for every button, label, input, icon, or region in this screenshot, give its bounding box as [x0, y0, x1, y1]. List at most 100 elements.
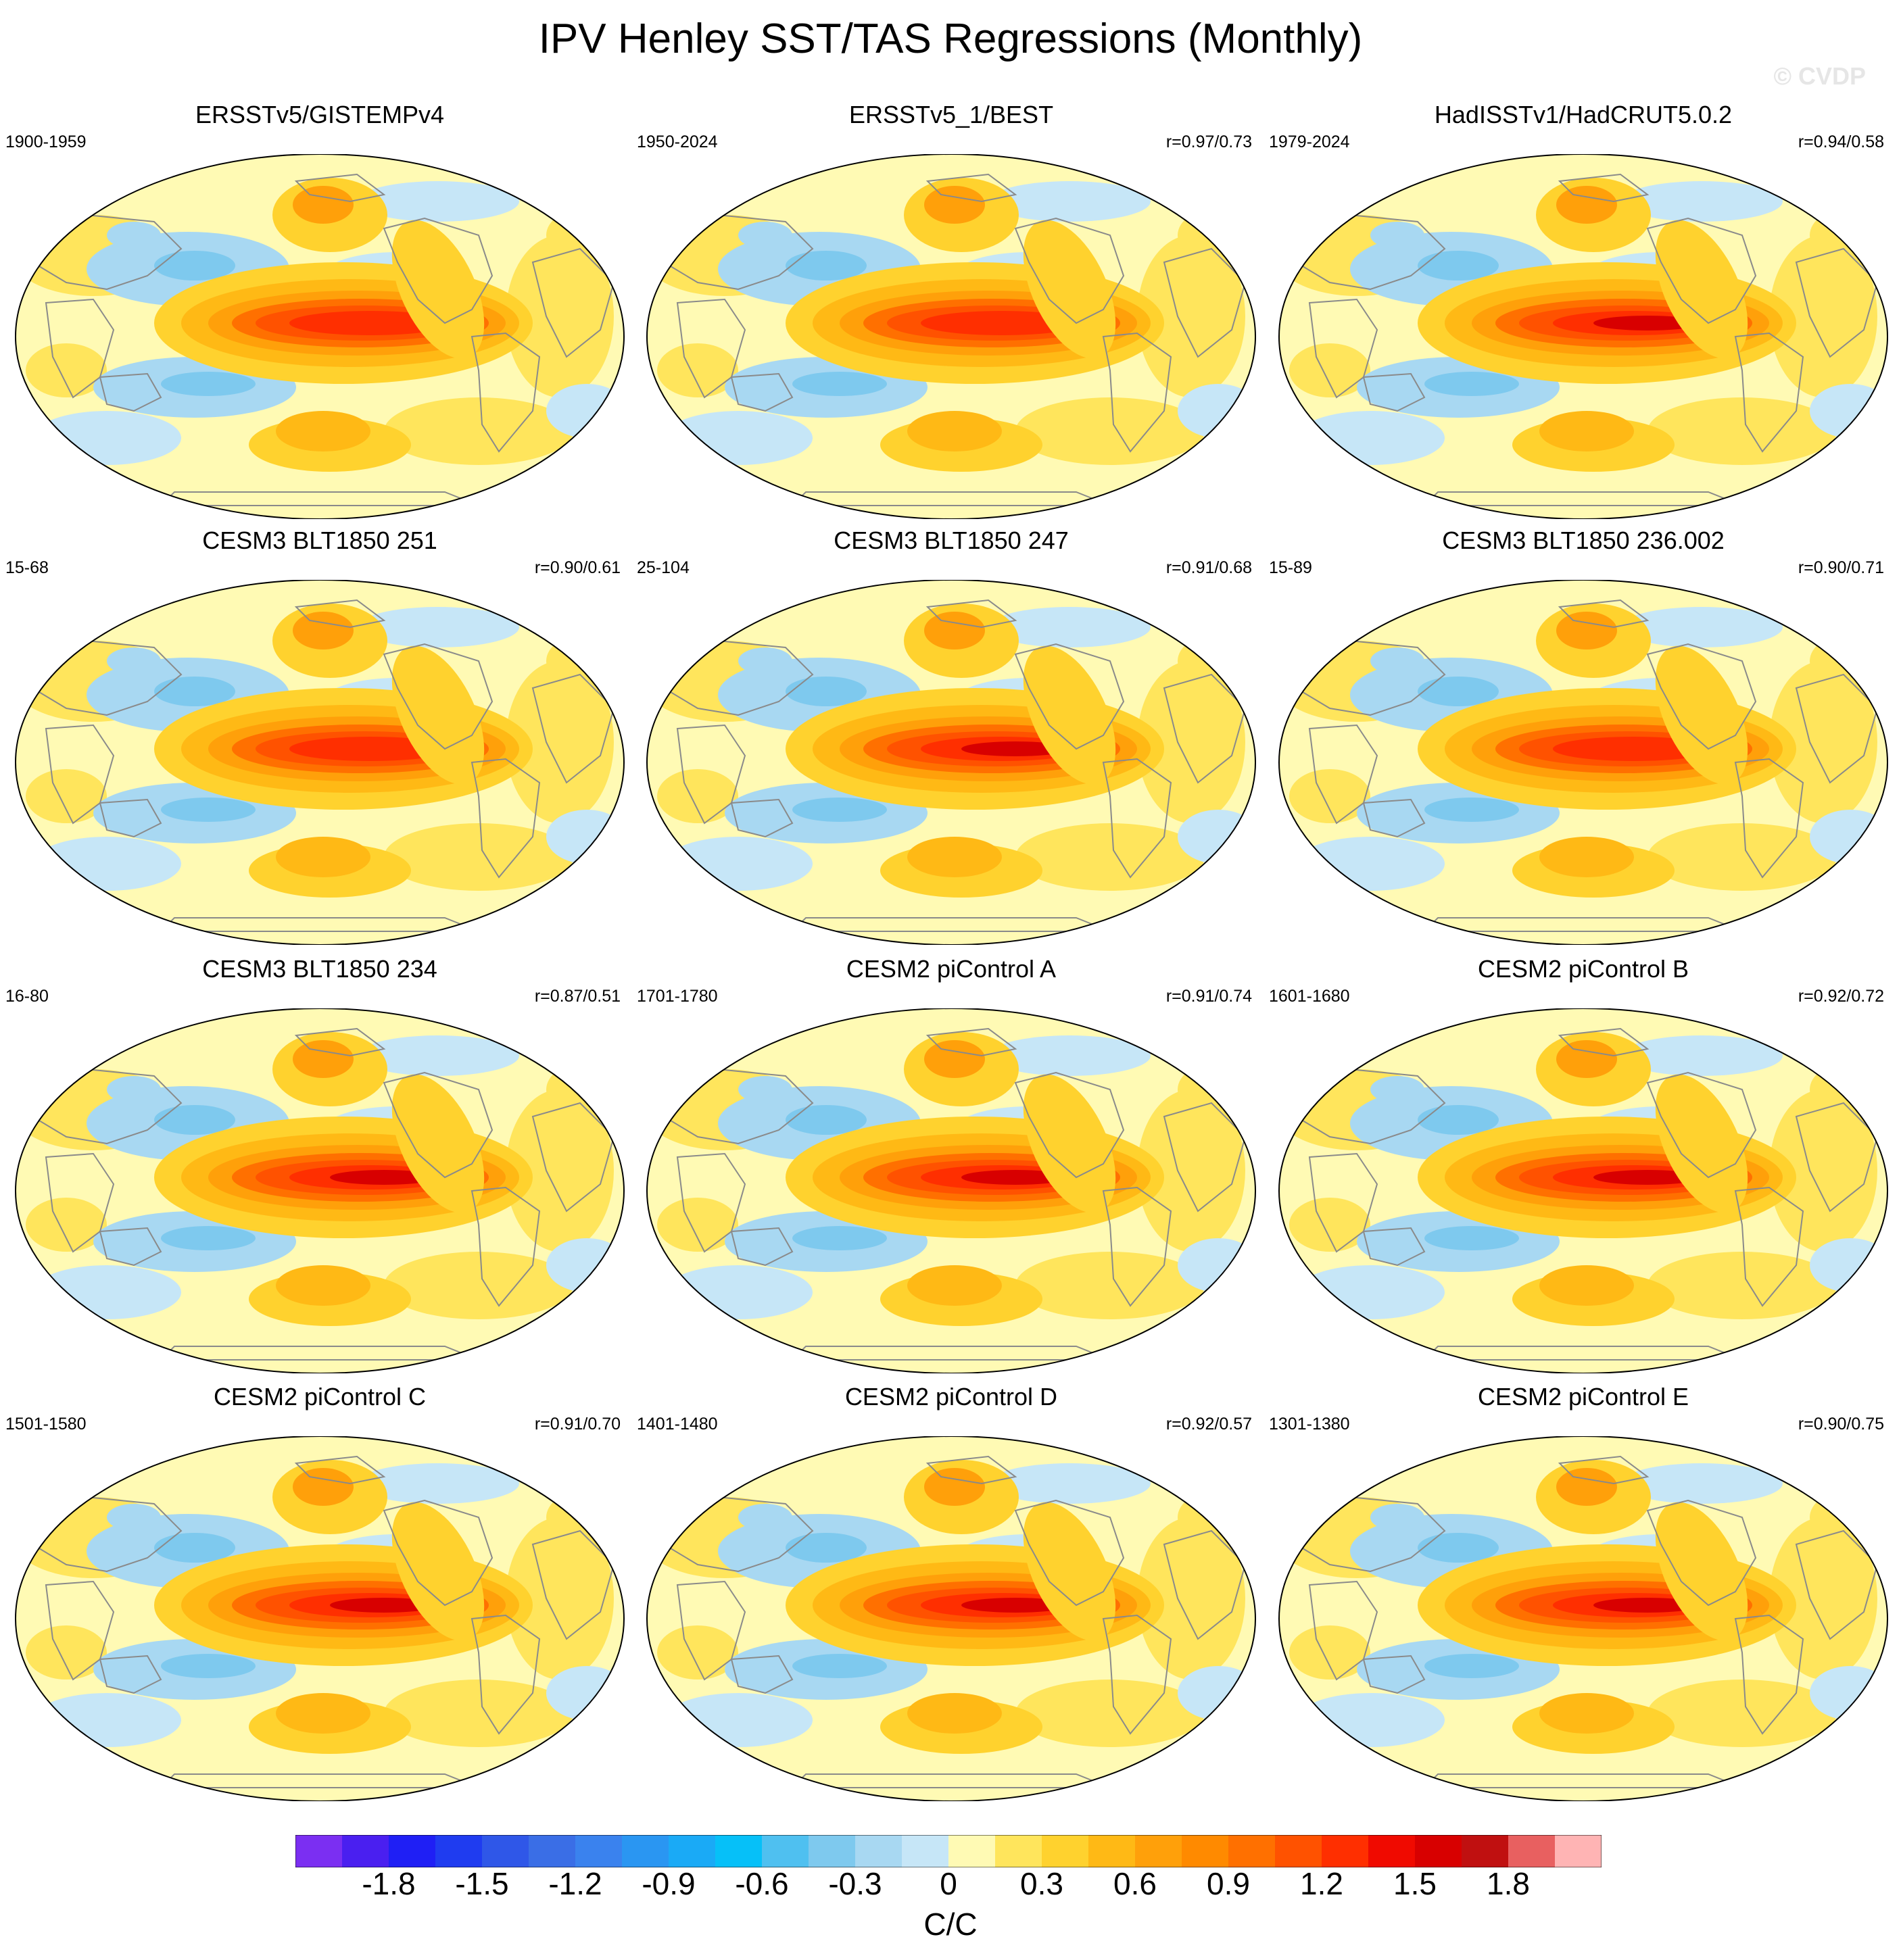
- warm-anomaly: [1556, 1468, 1617, 1506]
- warm-anomaly: [391, 645, 485, 785]
- warm-anomaly: [384, 1680, 573, 1747]
- coastline: [656, 639, 814, 716]
- map-panel: CESM2 piControl B 1601-1680 r=0.92/0.72: [1269, 954, 1898, 1373]
- warm-anomaly: [657, 769, 738, 823]
- coastline: [1646, 1499, 1757, 1607]
- coastline: [24, 214, 183, 291]
- warm-anomaly: [26, 1625, 107, 1680]
- warm-anomaly: [506, 1517, 614, 1680]
- panel-correlation: r=0.91/0.74: [1165, 987, 1252, 1006]
- warm-anomaly: [1769, 1517, 1877, 1680]
- coastline: [383, 217, 494, 324]
- colorbar-swatch: [1275, 1835, 1322, 1867]
- cool-anomaly: [1418, 251, 1499, 280]
- panel-period: 1701-1780: [637, 987, 718, 1006]
- warm-anomaly: [1769, 235, 1877, 397]
- panel-period: 1979-2024: [1269, 132, 1350, 151]
- coastline: [656, 1068, 814, 1145]
- colorbar-swatch: [948, 1835, 996, 1867]
- cool-anomaly: [107, 222, 161, 249]
- coastline: [1734, 1614, 1804, 1735]
- warm-anomaly: [907, 1693, 1002, 1734]
- colorbar-swatch: [435, 1835, 483, 1867]
- map-panel: ERSSTv5_1/BEST 1950-2024 r=0.97/0.73: [637, 100, 1266, 519]
- panel-period: 25-104: [637, 558, 690, 577]
- cool-anomaly: [32, 1693, 181, 1747]
- warm-anomaly: [1539, 1265, 1634, 1306]
- warm-anomaly: [1137, 1517, 1245, 1680]
- warm-anomaly: [1556, 186, 1617, 224]
- colorbar-swatch: [762, 1835, 809, 1867]
- cool-anomaly: [1810, 1238, 1887, 1292]
- colorbar-swatch: [715, 1835, 763, 1867]
- coastline: [471, 1614, 541, 1735]
- cool-anomaly: [786, 1105, 867, 1135]
- warm-anomaly: [384, 823, 573, 891]
- cool-anomaly: [107, 647, 161, 675]
- panel-period: 16-80: [5, 987, 49, 1006]
- coastline: [294, 1455, 386, 1485]
- cool-anomaly: [357, 607, 519, 647]
- map-panel: HadISSTv1/HadCRUT5.0.2 1979-2024 r=0.94/0.…: [1269, 100, 1898, 519]
- regression-map: [646, 1436, 1256, 1801]
- coastline: [1795, 1102, 1879, 1212]
- regression-map: [646, 580, 1256, 945]
- warm-anomaly: [1810, 1062, 1887, 1117]
- cool-anomaly: [154, 251, 235, 280]
- warm-anomaly: [506, 235, 614, 397]
- colorbar-tick-label: -0.6: [735, 1866, 789, 1901]
- cool-anomaly: [32, 1265, 181, 1319]
- map-border: [646, 1436, 1256, 1801]
- cool-anomaly: [738, 222, 792, 249]
- panel-period: 15-68: [5, 558, 49, 577]
- warm-anomaly: [1556, 612, 1617, 650]
- coastline: [1014, 1499, 1125, 1607]
- coastline: [925, 1027, 1017, 1057]
- cool-anomaly: [1810, 384, 1887, 438]
- warm-anomaly: [1023, 1074, 1116, 1213]
- cool-anomaly: [1370, 1076, 1424, 1103]
- warm-anomaly: [276, 1693, 370, 1734]
- colorbar-swatch: [1462, 1835, 1509, 1867]
- warm-anomaly: [1178, 208, 1255, 262]
- coastline: [1646, 643, 1757, 750]
- cool-anomaly: [1424, 1226, 1519, 1250]
- colorbar-swatch: [575, 1835, 623, 1867]
- coastline: [24, 1496, 183, 1573]
- warm-anomaly: [384, 1252, 573, 1319]
- warm-anomaly: [506, 661, 614, 823]
- cool-anomaly: [988, 1035, 1151, 1076]
- coastline: [531, 673, 615, 784]
- cool-anomaly: [1296, 1693, 1445, 1747]
- cool-anomaly: [664, 1265, 813, 1319]
- coastline: [925, 1455, 1017, 1485]
- coastline: [1163, 1102, 1247, 1212]
- coastline: [99, 1227, 162, 1267]
- warm-anomaly: [293, 612, 354, 650]
- panel-period: 1601-1680: [1269, 987, 1350, 1006]
- panel-correlation: r=0.92/0.57: [1165, 1415, 1252, 1434]
- cool-anomaly: [154, 677, 235, 706]
- panel-title: CESM2 piControl C: [213, 1383, 427, 1411]
- colorbar-labels: -1.8 -1.5 -1.2 -0.9 -0.6 -0.3 0 0.3 0.6 0.9 1.2 1.5…: [0, 1865, 1901, 1906]
- warm-anomaly: [1655, 645, 1748, 785]
- panel-correlation: r=0.90/0.61: [534, 558, 621, 577]
- regression-map: [15, 580, 625, 945]
- warm-anomaly: [1769, 661, 1877, 823]
- cool-anomaly: [792, 1226, 887, 1250]
- cool-anomaly: [988, 181, 1151, 222]
- coastline: [1014, 1071, 1125, 1179]
- colorbar-swatch: [342, 1835, 389, 1867]
- coastline: [294, 599, 386, 629]
- coastline: [1163, 1529, 1247, 1640]
- warm-anomaly: [1015, 1680, 1205, 1747]
- cool-anomaly: [1424, 372, 1519, 396]
- coastline: [1795, 673, 1879, 784]
- panel-title: ERSSTv5_1/BEST: [848, 101, 1054, 128]
- panel-correlation: r=0.87/0.51: [534, 987, 621, 1006]
- warm-anomaly: [546, 1062, 624, 1117]
- warm-anomaly: [1289, 1625, 1370, 1680]
- coastline: [1558, 599, 1650, 629]
- warm-anomaly: [1593, 1598, 1702, 1613]
- cool-anomaly: [1418, 1533, 1499, 1563]
